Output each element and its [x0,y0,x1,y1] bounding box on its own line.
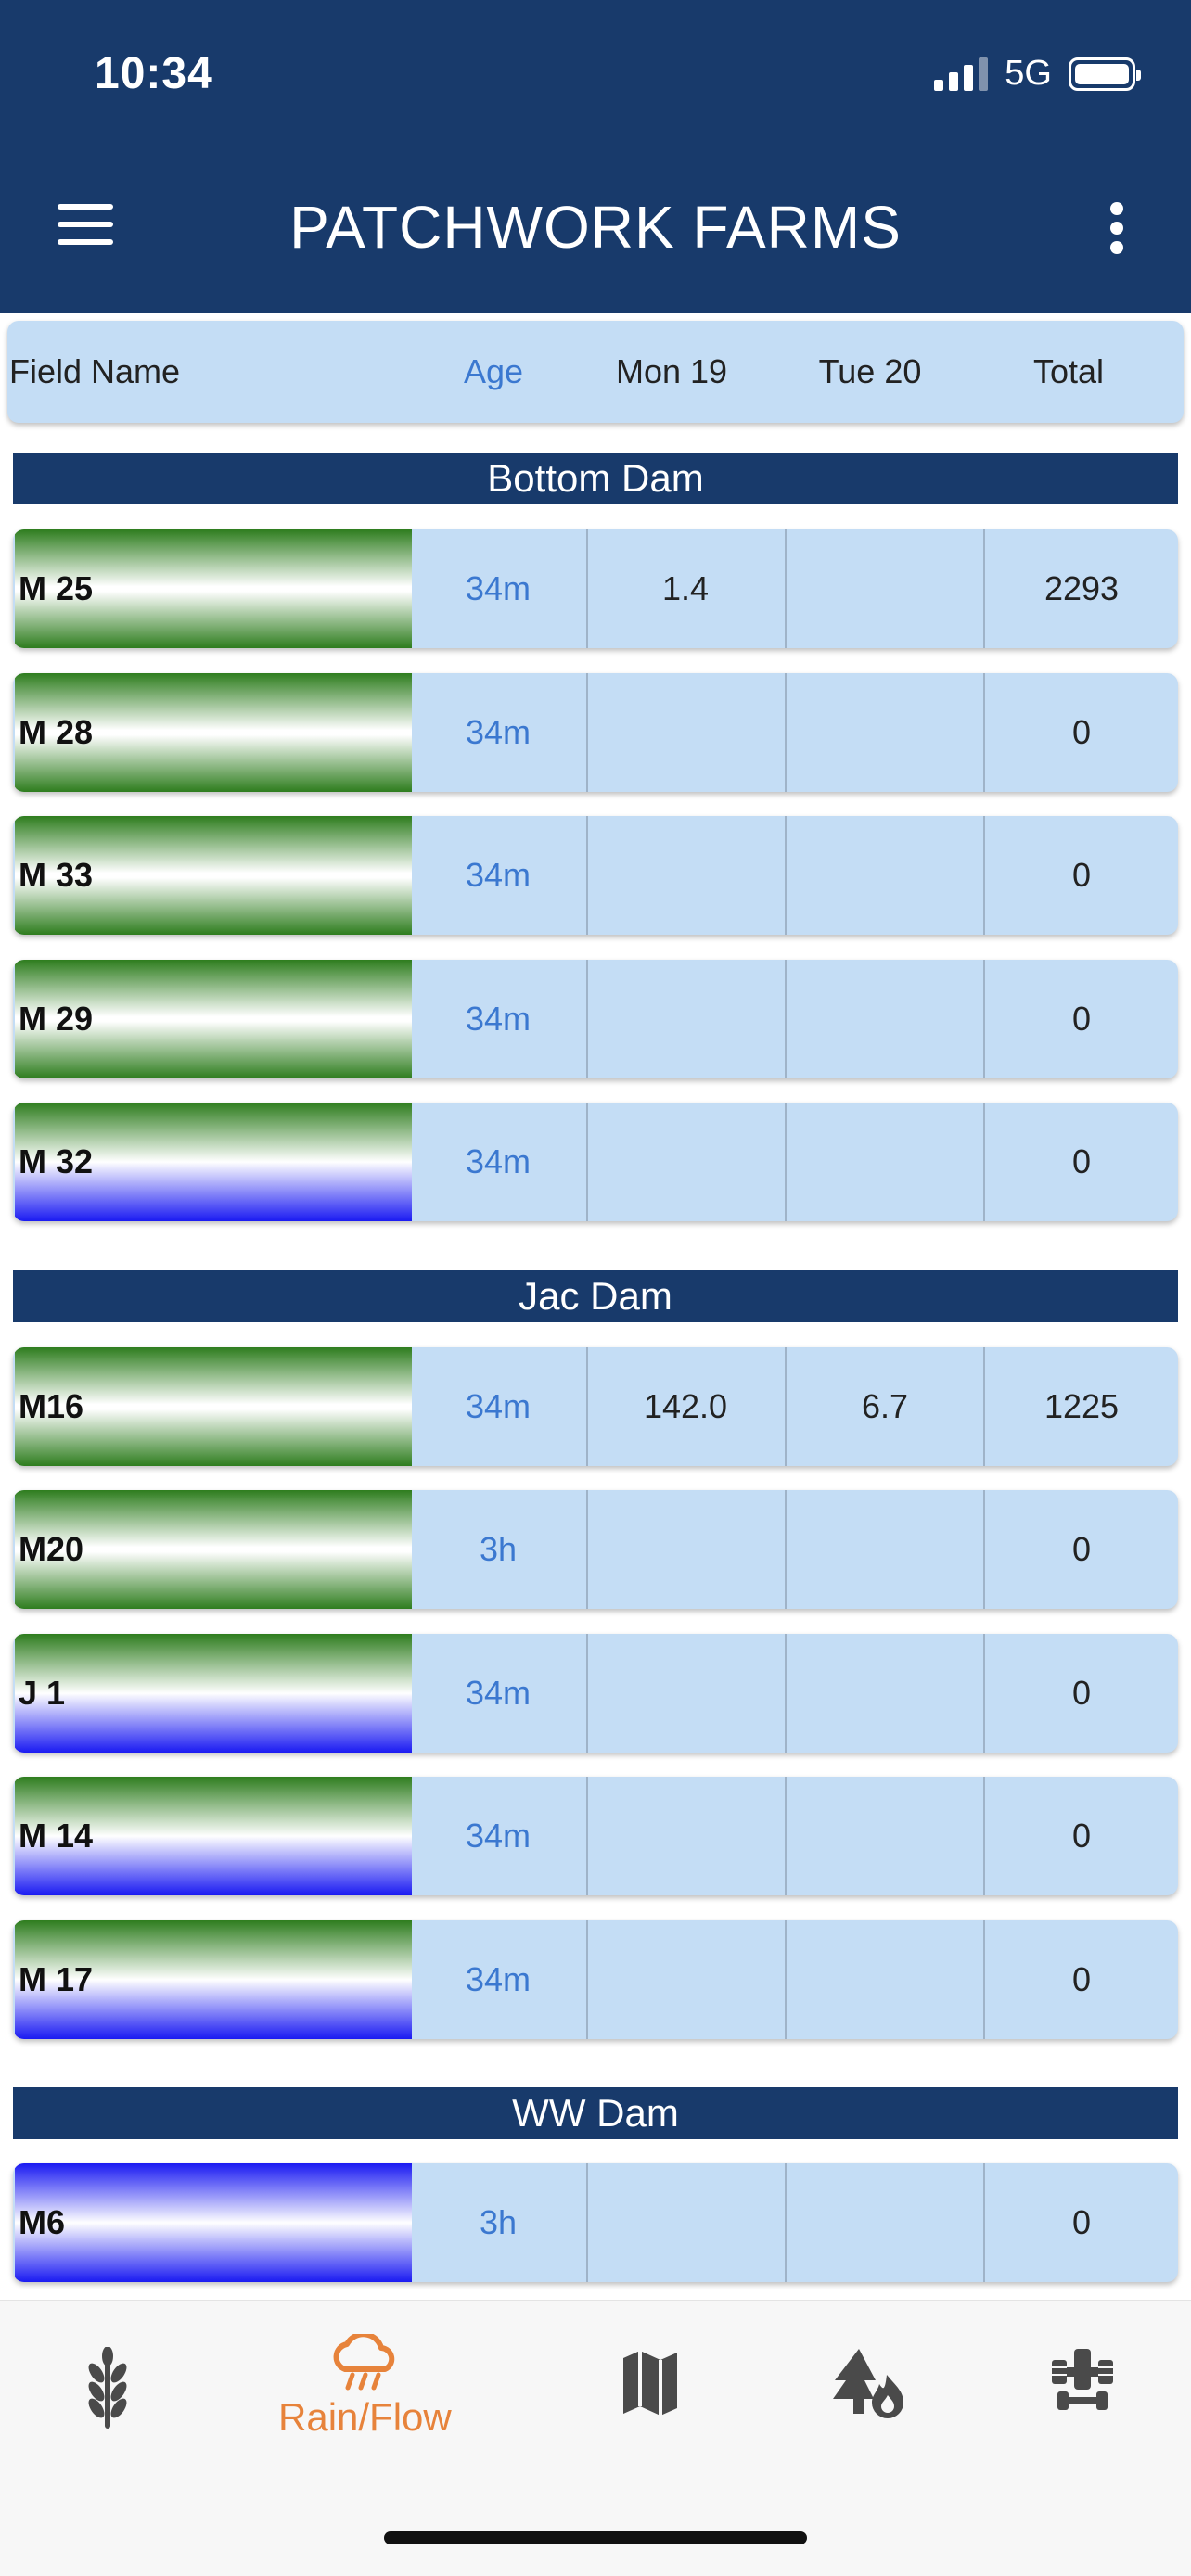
total-cell: 0 [983,1490,1178,1609]
mon-cell [586,1634,783,1753]
group-header: Jac Dam [13,1270,1178,1322]
group-header: Bottom Dam [13,453,1178,504]
mon-cell [586,1777,783,1895]
column-age[interactable]: Age [463,352,524,390]
mon-cell [586,960,783,1078]
total-cell: 0 [983,2163,1178,2282]
age-cell: 34m [465,1387,531,1425]
tue-cell [785,816,983,935]
group-header: WW Dam [13,2087,1178,2139]
total-cell: 0 [983,816,1178,935]
bottom-nav: Rain/Flow [0,2300,1191,2576]
age-cell: 34m [465,1000,531,1038]
field-name: J 1 [15,1634,412,1753]
mon-cell [586,2163,783,2282]
app-header: 10:34 5G PATCHWORK FARMS [0,0,1191,313]
tue-cell [785,1920,983,2039]
mon-cell [586,1490,783,1609]
age-cell: 34m [465,1960,531,1998]
tue-cell [785,1490,983,1609]
field-name: M 17 [15,1920,412,2039]
age-cell: 3h [479,2203,518,2241]
mon-cell: 142.0 [586,1347,783,1466]
status-indicators: 5G [934,54,1141,94]
column-field-name[interactable]: Field Name [9,352,181,390]
mon-cell [586,1920,783,2039]
total-cell: 0 [983,1103,1178,1221]
age-cell: 34m [465,1674,531,1712]
field-name: M6 [15,2163,412,2282]
nav-equipment[interactable] [1050,2347,1115,2414]
wheat-icon [88,2347,127,2429]
tue-cell [785,529,983,648]
field-name: M20 [15,1490,412,1609]
age-cell: 34m [465,713,531,751]
status-time: 10:34 [95,49,213,98]
nav-rain-flow[interactable]: Rain/Flow [278,2334,452,2440]
field-name: M16 [15,1347,412,1466]
field-name: M 28 [15,673,412,792]
mon-cell [586,673,783,792]
forest-fire-icon [833,2349,903,2418]
mon-cell: 1.4 [586,529,783,648]
hamburger-menu-icon[interactable] [58,204,113,245]
table-row[interactable]: M20 3h 0 [13,1490,1178,1609]
age-cell: 34m [465,856,531,894]
column-tue[interactable]: Tue 20 [818,352,922,390]
table-row[interactable]: M 17 34m 0 [13,1920,1178,2039]
total-cell: 0 [983,1634,1178,1753]
page-title: PATCHWORK FARMS [289,194,902,261]
tue-cell [785,960,983,1078]
total-cell: 0 [983,960,1178,1078]
mon-cell [586,816,783,935]
age-cell: 34m [465,1142,531,1180]
tue-cell [785,1103,983,1221]
total-cell: 2293 [983,529,1178,648]
age-cell: 34m [465,569,531,607]
table-row[interactable]: M 14 34m 0 [13,1777,1178,1895]
signal-icon [934,57,989,91]
table-row[interactable]: M 29 34m 0 [13,960,1178,1078]
tue-cell [785,1777,983,1895]
total-cell: 0 [983,673,1178,792]
nav-crops[interactable] [76,2347,139,2430]
table-row[interactable]: M16 34m 142.0 6.7 1225 [13,1347,1178,1466]
field-name: M 29 [15,960,412,1078]
age-cell: 3h [479,1530,518,1568]
total-cell: 1225 [983,1347,1178,1466]
table-row[interactable]: M 28 34m 0 [13,673,1178,792]
table-row[interactable]: M 33 34m 0 [13,816,1178,935]
tue-cell [785,673,983,792]
battery-icon [1069,57,1141,91]
rain-cloud-icon [333,2334,395,2391]
table-row[interactable]: M 32 34m 0 [13,1103,1178,1221]
map-icon [623,2351,677,2416]
tue-cell: 6.7 [785,1347,983,1466]
column-total[interactable]: Total [1032,352,1105,390]
table-row[interactable]: M6 3h 0 [13,2163,1178,2282]
mon-cell [586,1103,783,1221]
tue-cell [785,1634,983,1753]
age-cell: 34m [465,1817,531,1855]
field-name: M 25 [15,529,412,648]
home-indicator[interactable] [384,2531,807,2544]
nav-map[interactable] [620,2349,681,2417]
column-mon[interactable]: Mon 19 [615,352,728,390]
tractor-icon [1052,2349,1113,2410]
total-cell: 0 [983,1920,1178,2039]
table-row[interactable]: J 1 34m 0 [13,1634,1178,1753]
field-name: M 33 [15,816,412,935]
nav-fire[interactable] [831,2347,907,2421]
tue-cell [785,2163,983,2282]
field-name: M 32 [15,1103,412,1221]
field-name: M 14 [15,1777,412,1895]
table-row[interactable]: M 25 34m 1.4 2293 [13,529,1178,648]
total-cell: 0 [983,1777,1178,1895]
nav-label-rain-flow: Rain/Flow [278,2395,452,2439]
network-type: 5G [1005,54,1052,93]
table-header: Field Name Age Mon 19 Tue 20 Total [7,321,1184,423]
more-options-icon[interactable] [1108,202,1126,254]
